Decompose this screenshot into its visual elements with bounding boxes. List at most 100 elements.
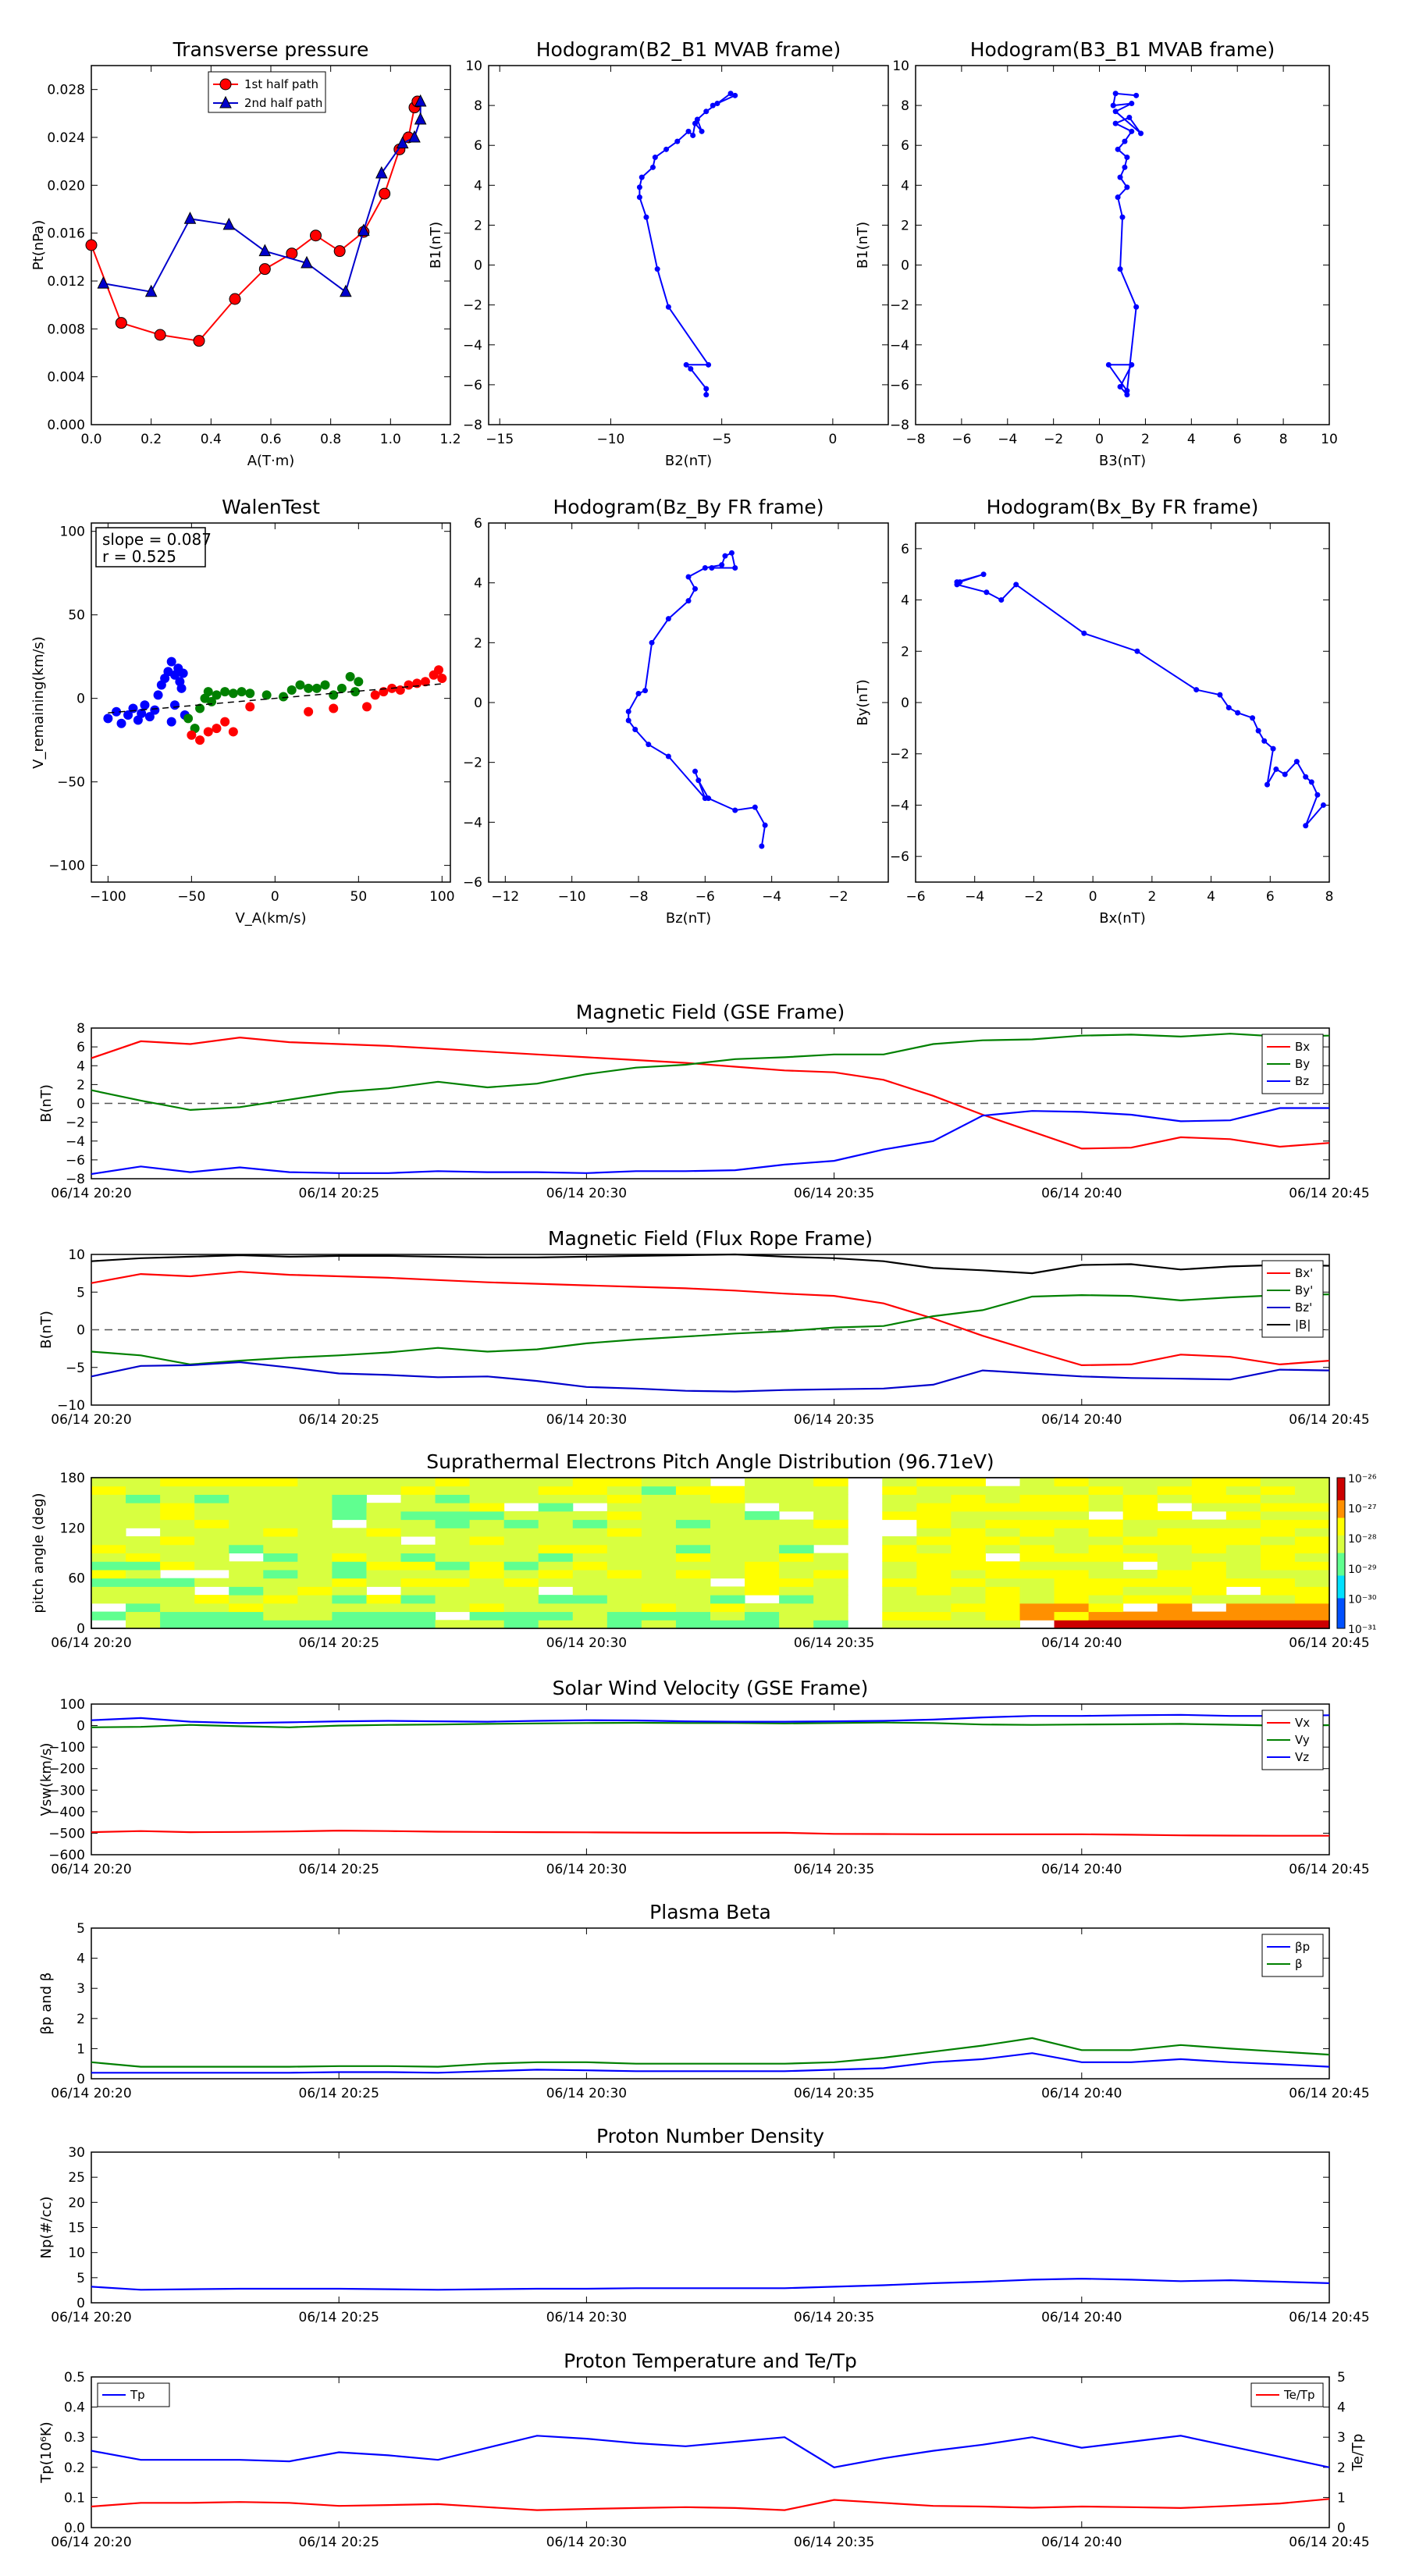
heatmap-cell	[538, 1553, 574, 1562]
y-tick-label: 0.1	[64, 2490, 85, 2506]
colorbar-frame	[1336, 1477, 1346, 1629]
heatmap-cell	[366, 1519, 401, 1528]
heatmap-cell	[194, 1536, 229, 1546]
heatmap-cell	[1260, 1611, 1296, 1621]
heatmap-cell	[813, 1611, 848, 1621]
heatmap-cell	[263, 1519, 298, 1528]
x-tick-label: 8	[1325, 889, 1334, 905]
chart-title: Proton Temperature and Te/Tp	[564, 2350, 857, 2372]
heatmap-cell	[951, 1510, 986, 1521]
data-point	[193, 335, 205, 347]
heatmap-cell	[400, 1544, 436, 1553]
heatmap-cell	[126, 1536, 161, 1546]
heatmap-cell	[1019, 1578, 1055, 1587]
heatmap-cell	[1054, 1611, 1090, 1621]
heatmap-cell	[538, 1519, 574, 1528]
heatmap-cell	[1122, 1611, 1158, 1621]
colorbar-step	[1337, 1592, 1345, 1596]
data-point	[1134, 648, 1140, 654]
heatmap-cell	[91, 1536, 126, 1546]
y-axis-label: pitch angle (deg)	[30, 1493, 47, 1613]
heatmap-cell	[916, 1595, 951, 1604]
series-line	[91, 2498, 1330, 2511]
heatmap-cell	[229, 1586, 264, 1596]
colorbar-step	[1337, 1528, 1345, 1532]
data-point	[1264, 781, 1270, 788]
heatmap-cell	[1294, 1503, 1330, 1512]
heatmap-cell	[1294, 1536, 1330, 1546]
legend: 1st half path 2nd half path	[208, 71, 326, 113]
heatmap-cell	[160, 1536, 195, 1546]
heatmap-cell	[1122, 1620, 1158, 1629]
y-axis-label: B1(nT)	[855, 222, 871, 269]
series-line	[91, 1036, 1330, 1150]
heatmap-cell	[1088, 1561, 1124, 1571]
data-point	[1235, 710, 1241, 716]
heatmap-cell	[297, 1536, 333, 1546]
heatmap-cell	[538, 1485, 574, 1495]
heatmap-cell	[1157, 1544, 1193, 1553]
colorbar-step	[1337, 1565, 1345, 1569]
colorbar-tick-label: 10⁻²⁸	[1348, 1533, 1377, 1546]
chart-title: Hodogram(Bx_By FR frame)	[987, 496, 1259, 518]
heatmap-cell	[160, 1544, 195, 1553]
data-point	[183, 212, 197, 224]
heatmap-cell	[882, 1561, 917, 1571]
heatmap-cell	[332, 1569, 367, 1579]
heatmap-cell	[1088, 1485, 1124, 1495]
data-point	[144, 284, 158, 297]
heatmap-cell	[91, 1553, 126, 1562]
y-tick-label: 0.004	[47, 370, 85, 386]
chart-vsw: Solar Wind Velocity (GSE Frame) 06/14 20:…	[38, 1677, 1370, 1877]
colorbar-step	[1337, 1618, 1345, 1621]
heatmap-cell	[1088, 1620, 1124, 1629]
y-tick-label: 0.000	[47, 418, 85, 433]
data-point	[665, 616, 671, 622]
data-point	[1112, 91, 1119, 97]
heatmap-cell	[538, 1503, 574, 1512]
heatmap-cell	[1088, 1553, 1124, 1562]
data-point	[310, 229, 322, 242]
y-tick-label: 0	[474, 258, 482, 274]
colorbar-step	[1337, 1520, 1345, 1524]
x-tick-label: 06/14 20:45	[1289, 1412, 1369, 1428]
heatmap-cell	[435, 1595, 471, 1604]
data-point	[150, 705, 160, 715]
heatmap-cell	[779, 1561, 814, 1571]
heatmap-cell	[400, 1620, 436, 1629]
y-tick-label: 10	[465, 59, 482, 74]
series-line	[91, 2037, 1330, 2068]
colorbar-step	[1337, 1513, 1345, 1516]
heatmap-cell	[91, 1494, 126, 1503]
heatmap-cell	[641, 1544, 677, 1553]
heatmap-cell	[503, 1620, 539, 1629]
heatmap-cell	[1294, 1528, 1330, 1537]
y-tick-label: 50	[68, 608, 85, 624]
chart-np: Proton Number Density 06/14 20:20 06/14 20…	[38, 2125, 1370, 2325]
heatmap-cell	[572, 1569, 608, 1579]
heatmap-cell	[1157, 1485, 1193, 1495]
heatmap-cell	[126, 1553, 161, 1562]
y-tick-label: −6	[463, 875, 482, 891]
heatmap-cell	[538, 1611, 574, 1621]
heatmap-cell	[675, 1578, 711, 1587]
heatmap-cell	[263, 1528, 298, 1537]
heatmap-cell	[400, 1603, 436, 1613]
heatmap-cell	[91, 1595, 126, 1604]
heatmap-cell	[1225, 1553, 1261, 1562]
y-tick-label: 10	[68, 1247, 85, 1263]
x-tick-label: −2	[1044, 432, 1063, 447]
heatmap-cell	[1260, 1603, 1296, 1613]
heatmap-cell	[1260, 1586, 1296, 1596]
heatmap-cell	[297, 1485, 333, 1495]
data-point	[1273, 766, 1279, 772]
plot-frame	[915, 65, 1330, 425]
heatmap-cell	[1088, 1494, 1124, 1503]
r-annotation: r = 0.525	[102, 547, 176, 566]
x-tick-label: 4	[1207, 889, 1215, 905]
data-point	[220, 687, 230, 697]
heatmap-cell	[675, 1611, 711, 1621]
heatmap-cell	[951, 1611, 986, 1621]
x-tick-label: 06/14 20:40	[1041, 1412, 1122, 1428]
y-tick-label: 100	[60, 525, 85, 540]
